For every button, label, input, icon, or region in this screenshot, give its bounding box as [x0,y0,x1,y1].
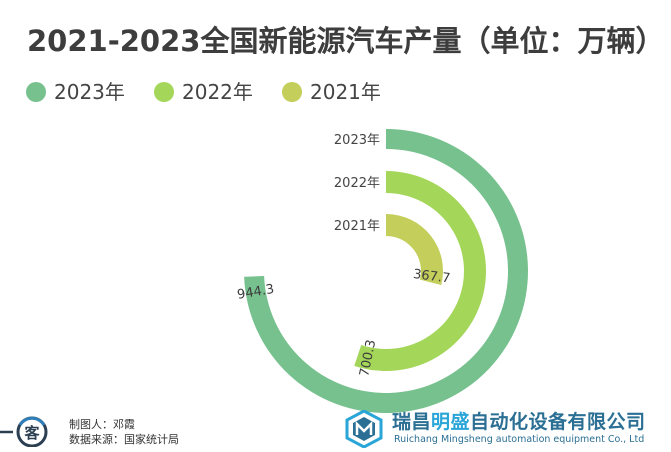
category-label-2023: 2023年 [334,133,380,148]
company-name-highlight: 明盛 [431,411,471,433]
bar-2022 [354,171,487,371]
value-label-2023: 944.3 [236,282,275,303]
chart-credits: 制图人：邓霞 数据来源：国家统计局 [69,417,179,447]
legend-swatch-2022 [154,82,174,102]
value-label-2021: 367.7 [412,267,451,287]
bar-2021 [386,214,443,286]
category-label-2021: 2021年 [334,219,380,234]
data-source: 数据来源：国家统计局 [69,433,179,446]
legend-label-2022: 2022年 [182,80,253,104]
legend-swatch-2021 [282,82,302,102]
author-credit: 制图人：邓霞 [69,418,135,431]
chart-title: 2021-2023全国新能源汽车产量（单位：万辆） [27,24,665,58]
company-name: 瑞昌明盛自动化设备有限公司 [392,407,646,434]
value-label-2022: 700.3 [357,338,379,377]
legend-swatch-2023 [26,82,46,102]
company-name-english: Ruichang Mingsheng automation equipment … [394,434,645,445]
author-logo-text: 客 [23,424,40,442]
category-label-2022: 2022年 [334,176,380,191]
company-name-part2: 自动化设备有限公司 [470,411,646,433]
company-name-part1: 瑞昌 [392,411,432,433]
legend-label-2023: 2023年 [54,80,125,104]
legend-label-2021: 2021年 [310,80,381,104]
company-brand: 瑞昌明盛自动化设备有限公司 Ruichang Mingsheng automat… [344,407,671,452]
author-logo-icon: 客 [0,416,48,447]
company-logo-icon [345,410,383,448]
